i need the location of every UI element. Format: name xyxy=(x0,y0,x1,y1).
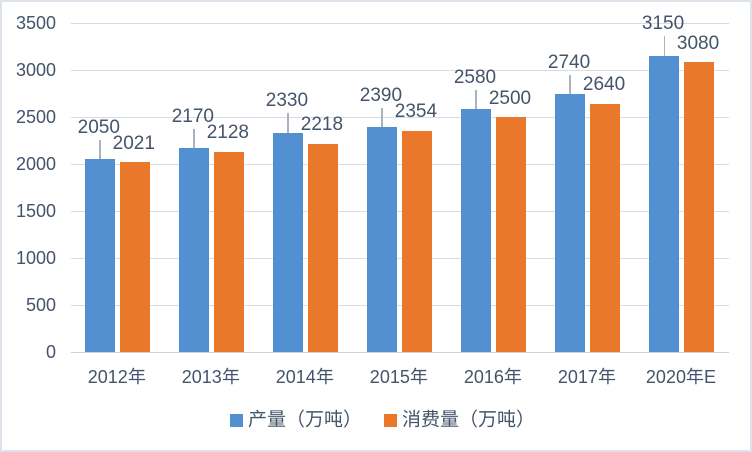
gridline xyxy=(70,304,729,306)
bar-consumption-2015年 xyxy=(402,130,433,352)
data-label: 2050 xyxy=(77,116,120,138)
error-whisker xyxy=(193,128,195,149)
cjk-glyph-万 xyxy=(478,411,496,428)
cjk-glyph-） xyxy=(516,409,522,429)
cjk-glyph-年 xyxy=(598,367,616,385)
bar-production-2012年 xyxy=(85,159,116,352)
x-tick-label: 2020 E xyxy=(645,366,716,387)
bar-consumption-2014年 xyxy=(308,143,339,352)
data-label: 2170 xyxy=(171,105,214,127)
legend-swatch xyxy=(384,413,397,427)
cjk-glyph-产 xyxy=(248,410,266,428)
legend-swatch xyxy=(230,413,243,427)
error-whisker xyxy=(287,113,289,133)
gridline xyxy=(70,257,729,259)
error-whisker xyxy=(475,89,477,110)
data-label: 3080 xyxy=(676,32,720,54)
data-label: 2330 xyxy=(265,90,309,112)
error-whisker xyxy=(663,36,665,56)
bar-production-2020年E xyxy=(649,55,680,352)
legend-label xyxy=(402,409,535,430)
bar-consumption-2013年 xyxy=(214,151,245,352)
data-label: 2640 xyxy=(582,74,626,96)
gridline xyxy=(70,210,729,212)
bar-production-2015年 xyxy=(367,127,398,352)
cjk-glyph-费 xyxy=(421,410,439,428)
cjk-glyph-（ xyxy=(299,409,305,429)
y-tick-label: 0 xyxy=(45,342,56,362)
data-label: 2354 xyxy=(394,101,438,123)
gridline xyxy=(70,116,729,118)
bar-production-2014年 xyxy=(273,132,304,352)
y-tick-label: 3500 xyxy=(15,13,56,33)
data-label: 3150 xyxy=(641,13,685,35)
x-tick-label: 2014 xyxy=(276,367,334,387)
error-whisker xyxy=(99,139,101,160)
x-tick-label: 2013 xyxy=(182,367,240,387)
data-label: 2021 xyxy=(112,132,155,154)
cjk-glyph-年 xyxy=(128,367,145,385)
bar-production-2016年 xyxy=(461,109,492,352)
bar-consumption-2012年 xyxy=(120,162,151,352)
gridline xyxy=(70,22,729,24)
cjk-glyph-（ xyxy=(472,409,478,429)
x-tick-label: 2012 xyxy=(88,367,146,387)
data-label: 2128 xyxy=(206,122,249,144)
y-tick-label: 2000 xyxy=(15,154,56,174)
y-tick-label: 2500 xyxy=(15,107,56,127)
bar-consumption-2016年 xyxy=(496,117,527,352)
data-label: 2500 xyxy=(488,87,532,109)
cjk-glyph-） xyxy=(343,409,349,429)
data-label: 2580 xyxy=(453,66,497,88)
cjk-glyph-年 xyxy=(316,367,333,385)
cjk-glyph-消 xyxy=(402,410,420,428)
data-label: 2218 xyxy=(300,114,344,135)
y-tick-label: 3000 xyxy=(15,60,56,80)
cjk-glyph-年 xyxy=(222,367,239,385)
cjk-glyph-年 xyxy=(686,367,704,385)
error-whisker xyxy=(569,74,571,95)
cjk-glyph-万 xyxy=(305,411,323,428)
gridline xyxy=(70,163,729,165)
x-tick-label: 2016 xyxy=(464,367,522,387)
y-tick-label: 500 xyxy=(25,295,56,315)
gridline xyxy=(70,69,729,71)
y-tick-label: 1500 xyxy=(15,201,56,221)
cjk-glyph-吨 xyxy=(325,410,343,428)
error-whisker xyxy=(381,107,383,128)
bar-consumption-2017年 xyxy=(590,103,621,352)
data-label: 2390 xyxy=(359,84,403,106)
cjk-glyph-年 xyxy=(410,367,428,385)
legend-item-consumption xyxy=(384,409,535,430)
legend-label xyxy=(248,409,362,430)
cjk-glyph-吨 xyxy=(498,410,516,428)
x-tick-label: 2017 xyxy=(558,367,616,387)
data-label: 2740 xyxy=(547,51,591,73)
y-tick-label: 1000 xyxy=(15,248,56,268)
bar-consumption-2020年E xyxy=(684,62,715,352)
cjk-glyph-量 xyxy=(267,410,286,428)
cjk-glyph-量 xyxy=(440,410,459,428)
legend-item-production xyxy=(230,409,362,430)
bar-production-2013年 xyxy=(179,148,210,352)
x-axis-line xyxy=(70,351,729,353)
x-tick-label: 2015 xyxy=(370,367,428,387)
bar-production-2017年 xyxy=(555,94,586,352)
cjk-glyph-年 xyxy=(504,367,522,385)
